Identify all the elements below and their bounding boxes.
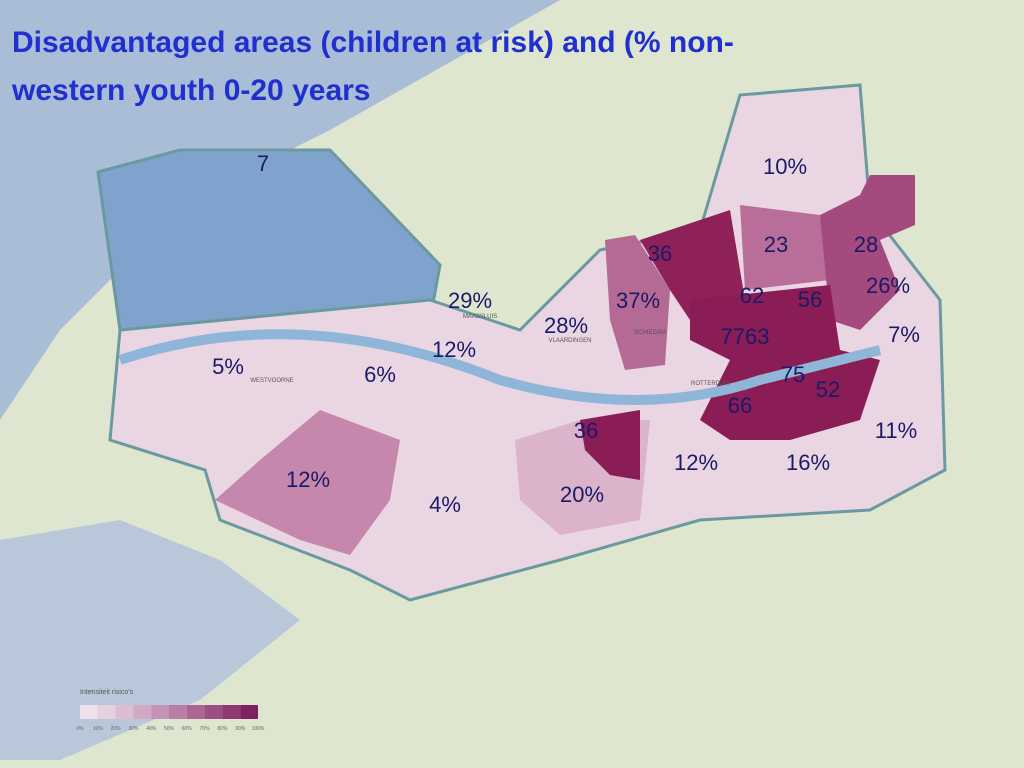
legend-tick: 30% [128,726,139,732]
area-label: 26% [866,273,910,298]
region-dark [640,210,745,320]
place-name: MAASSLUIS [463,314,497,320]
area-label: 6% [364,362,396,387]
place-name: SCHIEDAM [634,330,666,336]
area-label: 12% [432,337,476,362]
area-label: 52 [816,377,840,402]
region-medium [605,235,670,370]
legend-swatch [169,705,187,719]
estuary [0,520,300,760]
legend-title: Intensiteit risico's [80,689,134,696]
sea [0,0,560,420]
area-label: 28 [854,232,878,257]
legend-swatch [222,705,241,719]
area-label: 12% [674,450,718,475]
legend-swatch [97,705,116,719]
area-label: 7763 [721,324,770,349]
area-label: 23 [764,232,788,257]
legend-swatch [115,705,134,719]
legend-swatch [240,705,258,719]
region-medium [740,205,830,290]
place-name: WESTVOORNE [250,378,293,384]
area-label: 5% [212,354,244,379]
area-label: 37% [616,288,660,313]
title: western youth 0-20 years [11,74,371,107]
legend-tick: 0% [76,726,84,732]
legend-tick: 90% [235,726,246,732]
area-label: 4% [429,492,461,517]
legend-swatch [204,705,223,719]
place-name: VLAARDINGEN [548,338,591,344]
legend-swatch [151,705,169,719]
area-label: 7% [888,322,920,347]
legend-tick: 60% [182,726,193,732]
area-label: 28% [544,313,588,338]
area-label: 66 [728,393,752,418]
legend-tick: 20% [111,726,122,732]
region-dark [580,410,640,480]
area-label: 20% [560,482,604,507]
area-label: 7 [257,151,269,176]
title: Disadvantaged areas (children at risk) a… [12,26,734,59]
legend-tick: 80% [217,726,228,732]
legend-tick: 40% [146,726,157,732]
area-label: 75 [781,362,805,387]
area-label: 10% [763,154,807,179]
legend-swatch [186,705,205,719]
area-label: 36 [648,241,672,266]
area-label: 16% [786,450,830,475]
area-label: 36 [574,418,598,443]
region-medium [215,410,400,555]
legend-tick: 10% [93,726,104,732]
river [118,329,882,405]
area-label: 11% [875,418,917,443]
area-label: 29% [448,288,492,313]
area-label: 12% [286,467,330,492]
legend-tick: 70% [200,726,211,732]
legend-tick: 50% [164,726,175,732]
area-label: 62 [740,283,764,308]
legend-swatch [133,705,152,719]
legend-tick: 100% [252,726,265,732]
area-label: 56 [798,287,822,312]
place-name: ROTTERDAM [691,381,729,387]
region-dark [690,285,880,440]
region-dark [820,175,915,330]
legend-swatch [80,705,98,719]
